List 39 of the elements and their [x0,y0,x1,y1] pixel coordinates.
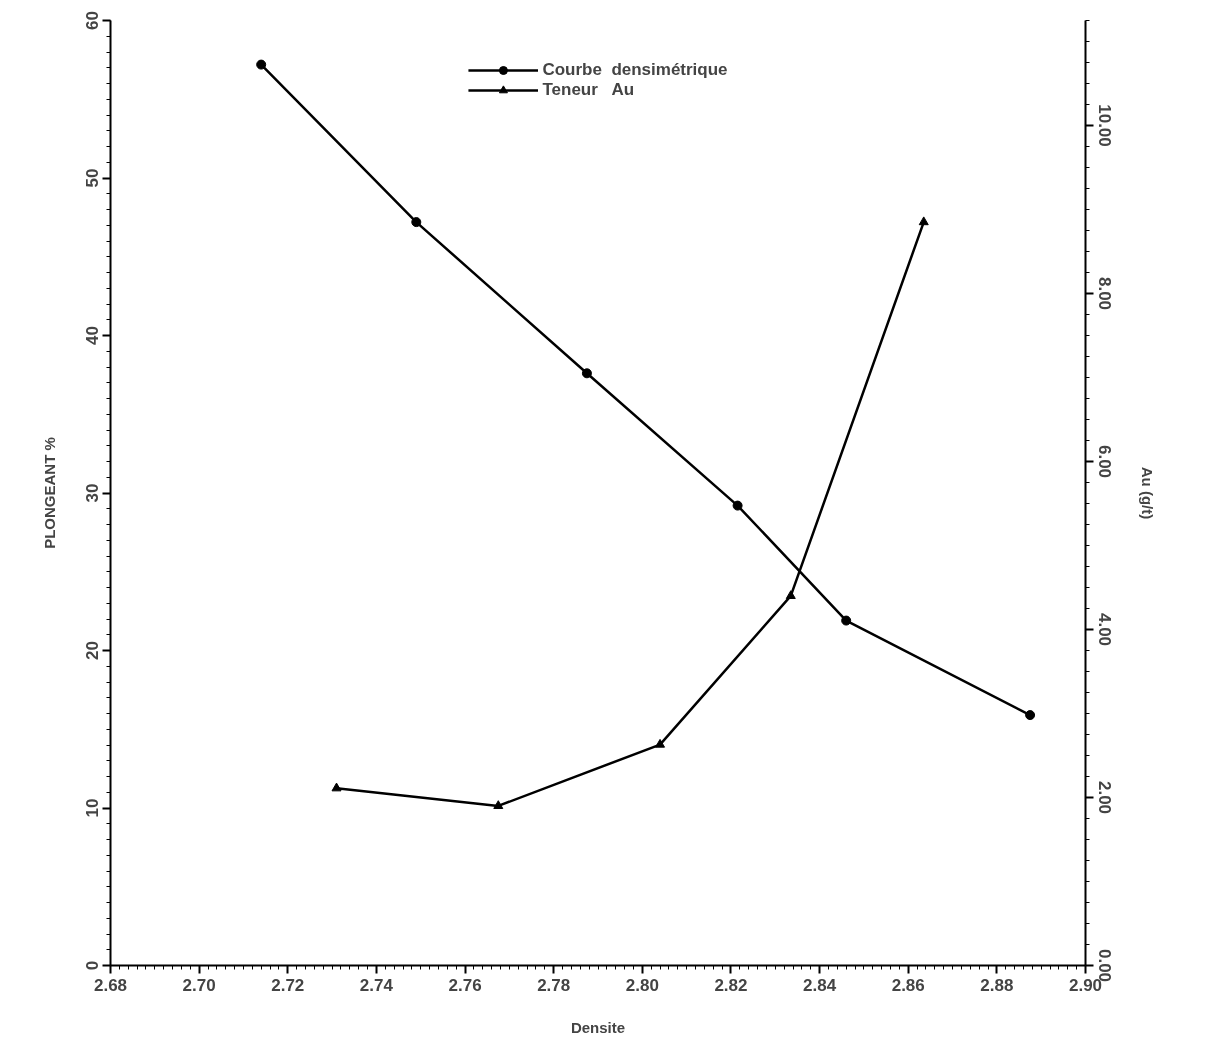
point [1025,710,1036,721]
x-tick-label: 2.78 [537,975,571,995]
y-tick-label: 60 [82,11,102,30]
legend-label: Teneur Au [542,80,635,100]
x-tick-label: 2.68 [93,975,128,995]
x-tick-label: 2.82 [714,975,748,995]
point [732,500,743,511]
y-tick-label: 20 [82,641,102,660]
x-tick-label: 2.74 [359,975,394,995]
legend-label: Courbe densimétrique [542,60,728,80]
y2-tick-label: 8.00 [1094,276,1114,311]
y2-tick-label: 4.00 [1094,612,1114,647]
point [785,590,796,599]
y2-tick-label: 10.00 [1094,104,1114,147]
y-tick-label: 30 [82,483,102,503]
x-tick-label: 2.72 [271,975,305,995]
y-tick-label: 50 [82,168,102,188]
point [493,800,504,809]
point [256,59,267,70]
point [655,738,666,748]
x-tick-label: 2.80 [625,975,659,995]
y2-tick-label: 6.00 [1094,444,1114,479]
y-tick-label: 40 [82,326,102,345]
x-axis-title: Densite [570,1018,626,1036]
y-tick-label: 0 [82,960,102,971]
y-axis-title: PLONGEANT % [40,437,58,549]
point [581,368,592,379]
y2-tick-label: 2.00 [1094,780,1114,815]
x-tick-label: 2.84 [803,975,837,995]
point [331,782,342,792]
x-tick-label: 2.88 [980,975,1014,995]
x-tick-label: 2.76 [448,975,482,995]
x-tick-label: 2.86 [891,975,925,995]
y-tick-label: 10 [82,798,102,818]
x-tick-label: 2.70 [182,975,216,995]
point [411,217,422,228]
y2-axis-title: Au (g/t) [1138,466,1156,520]
point [841,615,852,626]
point [918,216,929,226]
